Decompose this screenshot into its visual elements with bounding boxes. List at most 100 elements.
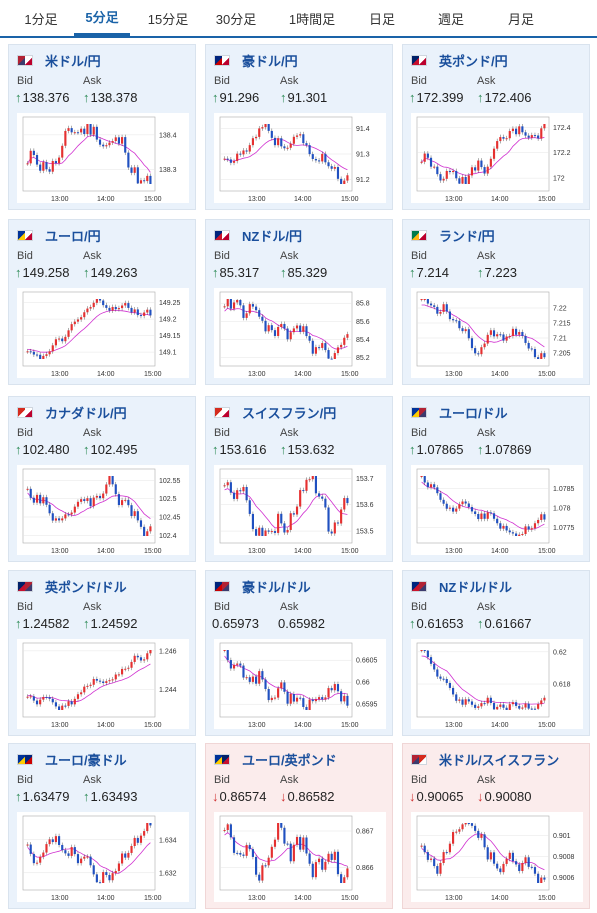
candle <box>76 501 80 507</box>
tab-0[interactable]: 1分足 <box>24 11 58 27</box>
candlestick-chart[interactable]: 85.8 85.6 85.4 85.2 13:00 14:00 15:00 <box>214 288 386 378</box>
candlestick-chart[interactable]: 153.7 153.6 153.5 13:00 14:00 15:00 <box>214 465 386 555</box>
pair-name-link[interactable]: ユーロ/英ポンド <box>242 752 337 768</box>
candle <box>277 326 280 336</box>
candle <box>270 130 273 138</box>
ask-price: 0.65982 <box>278 616 325 631</box>
candle <box>321 858 324 870</box>
tab-7[interactable]: 月足 <box>507 11 534 27</box>
arrow-down-icon: ↓ <box>212 789 219 804</box>
candle <box>467 503 470 508</box>
pair-name-link[interactable]: 米ドル/円 <box>45 53 101 69</box>
candle <box>270 325 273 331</box>
candle <box>474 704 477 708</box>
pair-name-link[interactable]: スイスフラン/円 <box>242 405 337 421</box>
candle <box>264 124 267 128</box>
candle <box>139 835 143 843</box>
candlestick-chart[interactable]: 1.246 1.244 13:00 14:00 15:00 <box>17 639 189 729</box>
candlestick-chart[interactable]: 1.634 1.632 13:00 14:00 15:00 <box>17 812 189 902</box>
candle <box>340 178 343 184</box>
y-tick-label: 172.2 <box>553 150 571 157</box>
rate-card[interactable]: 米ドル/円 Bid Ask ↑ 138.376 ↑ 138.378 138.4 138.3 13:… <box>8 44 196 210</box>
rate-card[interactable]: カナダドル/円 Bid Ask ↑ 102.480 ↑ 102.495 102.55 102.5… <box>8 396 196 562</box>
rate-card[interactable]: ユーロ/ドル Bid Ask ↑ 1.07865 ↑ 1.07869 1.0785 1.078 1… <box>402 396 590 562</box>
pair-name-link[interactable]: 英ポンド/円 <box>439 53 508 69</box>
candle <box>236 153 239 162</box>
tab-6[interactable]: 週足 <box>437 11 464 27</box>
timeframe-tabs: 1分足 5分足 15分足 30分足 1時間足 日足 週足 月足 <box>0 0 597 38</box>
candlestick-chart[interactable]: 91.4 91.3 91.2 13:00 14:00 15:00 <box>214 113 386 203</box>
candlestick-chart[interactable]: 7.22 7.215 7.21 7.205 13:00 14:00 15:00 <box>411 288 583 378</box>
chart-svg: 91.4 91.3 91.2 13:00 14:00 15:00 <box>219 116 370 203</box>
candle <box>73 321 76 325</box>
ask-label: Ask <box>280 774 299 786</box>
candlestick-chart[interactable]: 138.4 138.3 13:00 14:00 15:00 <box>17 113 189 203</box>
rate-card[interactable]: 豪ドル/ドル Bid Ask 0.65973 0.65982 0.6605 0.66 0.65… <box>205 570 393 736</box>
candlestick-chart[interactable]: 0.6605 0.66 0.6595 13:00 14:00 15:00 <box>214 639 386 729</box>
rate-card[interactable]: 米ドル/スイスフラン Bid Ask ↓ 0.90065 ↓ 0.90080 0.901 0.9… <box>402 743 590 909</box>
pair-name-link[interactable]: ランド/円 <box>439 228 495 244</box>
rate-card[interactable]: 豪ドル/円 Bid Ask ↑ 91.296 ↑ 91.301 91.4 91.3 91.2 13:… <box>205 44 393 210</box>
x-tick-label: 13:00 <box>445 196 463 203</box>
candlestick-chart[interactable]: 0.867 0.866 13:00 14:00 15:00 <box>214 812 386 902</box>
candle <box>242 150 245 155</box>
rate-card[interactable]: ユーロ/豪ドル Bid Ask ↑ 1.63479 ↑ 1.63493 1.634 1.632 1… <box>8 743 196 909</box>
candle <box>477 830 480 838</box>
rate-card[interactable]: 英ポンド/ドル Bid Ask ↑ 1.24582 ↑ 1.24592 1.246 1.244 1… <box>8 570 196 736</box>
pair-name-link[interactable]: カナダドル/円 <box>45 405 127 421</box>
candlestick-chart[interactable]: 149.25 149.2 149.15 149.1 13:00 14:00 15:00 <box>17 288 189 378</box>
candle <box>423 476 426 483</box>
pair-name-link[interactable]: 豪ドル/円 <box>242 53 298 69</box>
ask-label: Ask <box>477 427 496 439</box>
candle <box>470 338 474 349</box>
candlestick-chart[interactable]: 1.0785 1.078 1.0775 13:00 14:00 15:00 <box>411 465 583 555</box>
rate-card[interactable]: NZドル/ドル Bid Ask ↑ 0.61653 ↑ 0.61667 0.62 0.618 13… <box>402 570 590 736</box>
candle <box>524 526 527 534</box>
candle <box>292 844 295 862</box>
tab-1[interactable]: 5分足 <box>74 0 130 36</box>
pair-name-link[interactable]: NZドル/ドル <box>439 579 512 595</box>
rate-card[interactable]: ランド/円 Bid Ask ↑ 7.214 ↑ 7.223 7.22 7.215 7.21 7.20… <box>402 219 590 385</box>
pair-name-link[interactable]: ユーロ/ドル <box>439 405 508 421</box>
candlestick-chart[interactable]: 102.55 102.5 102.45 102.4 13:00 14:00 15:00 <box>17 465 189 555</box>
candlestick-chart[interactable]: 0.62 0.618 13:00 14:00 15:00 <box>411 639 583 729</box>
rate-card[interactable]: ユーロ/英ポンド Bid Ask ↓ 0.86574 ↓ 0.86582 0.867 0.866… <box>205 743 393 909</box>
candle <box>518 864 521 872</box>
candle <box>86 685 89 687</box>
candle <box>292 694 295 702</box>
candlestick-chart[interactable]: 172.4 172.2 172 13:00 14:00 15:00 <box>411 113 583 203</box>
candle <box>286 147 289 149</box>
pair-name-link[interactable]: 豪ドル/ドル <box>242 579 311 595</box>
bid-price: 7.214 <box>416 265 450 280</box>
rate-card[interactable]: スイスフラン/円 Bid Ask ↑ 153.616 ↑ 153.632 153.7 153.6… <box>205 396 393 562</box>
pair-name-link[interactable]: 米ドル/スイスフラン <box>439 752 560 768</box>
y-tick-label: 85.2 <box>356 355 370 362</box>
candle <box>540 877 543 883</box>
candle <box>515 328 518 335</box>
rate-card[interactable]: 英ポンド/円 Bid Ask ↑ 172.399 ↑ 172.406 172.4 172.2 17… <box>402 44 590 210</box>
tab-2[interactable]: 15分足 <box>147 11 189 27</box>
candlestick-chart[interactable]: 0.901 0.9008 0.9006 13:00 14:00 15:00 <box>411 812 583 902</box>
tab-5[interactable]: 日足 <box>368 11 395 27</box>
pair-name-link[interactable]: 英ポンド/ドル <box>45 579 127 595</box>
x-tick-label: 15:00 <box>341 371 359 378</box>
tab-4[interactable]: 1時間足 <box>288 11 336 27</box>
ask-price: 172.406 <box>484 90 532 105</box>
candle <box>299 134 302 136</box>
chart-frame <box>219 291 353 367</box>
candle <box>89 684 92 686</box>
candle <box>86 856 89 858</box>
moving-average-line <box>421 481 545 530</box>
rate-card[interactable]: NZドル/円 Bid Ask ↑ 85.317 ↑ 85.329 85.8 85.6 85.4 85… <box>205 219 393 385</box>
rate-card[interactable]: ユーロ/円 Bid Ask ↑ 149.258 ↑ 149.263 149.25 149.2 14… <box>8 219 196 385</box>
tab-3[interactable]: 30分足 <box>215 11 257 27</box>
pair-name-link[interactable]: ユーロ/豪ドル <box>45 752 127 768</box>
pair-name-link[interactable]: ユーロ/円 <box>45 228 101 244</box>
pair-name-link[interactable]: NZドル/円 <box>242 228 302 244</box>
candle <box>486 697 489 704</box>
card-title: NZドル/ドル <box>411 578 512 595</box>
candle <box>261 865 264 881</box>
candle <box>483 513 486 519</box>
candle <box>436 487 439 494</box>
bid-price: 0.90065 <box>416 789 464 804</box>
